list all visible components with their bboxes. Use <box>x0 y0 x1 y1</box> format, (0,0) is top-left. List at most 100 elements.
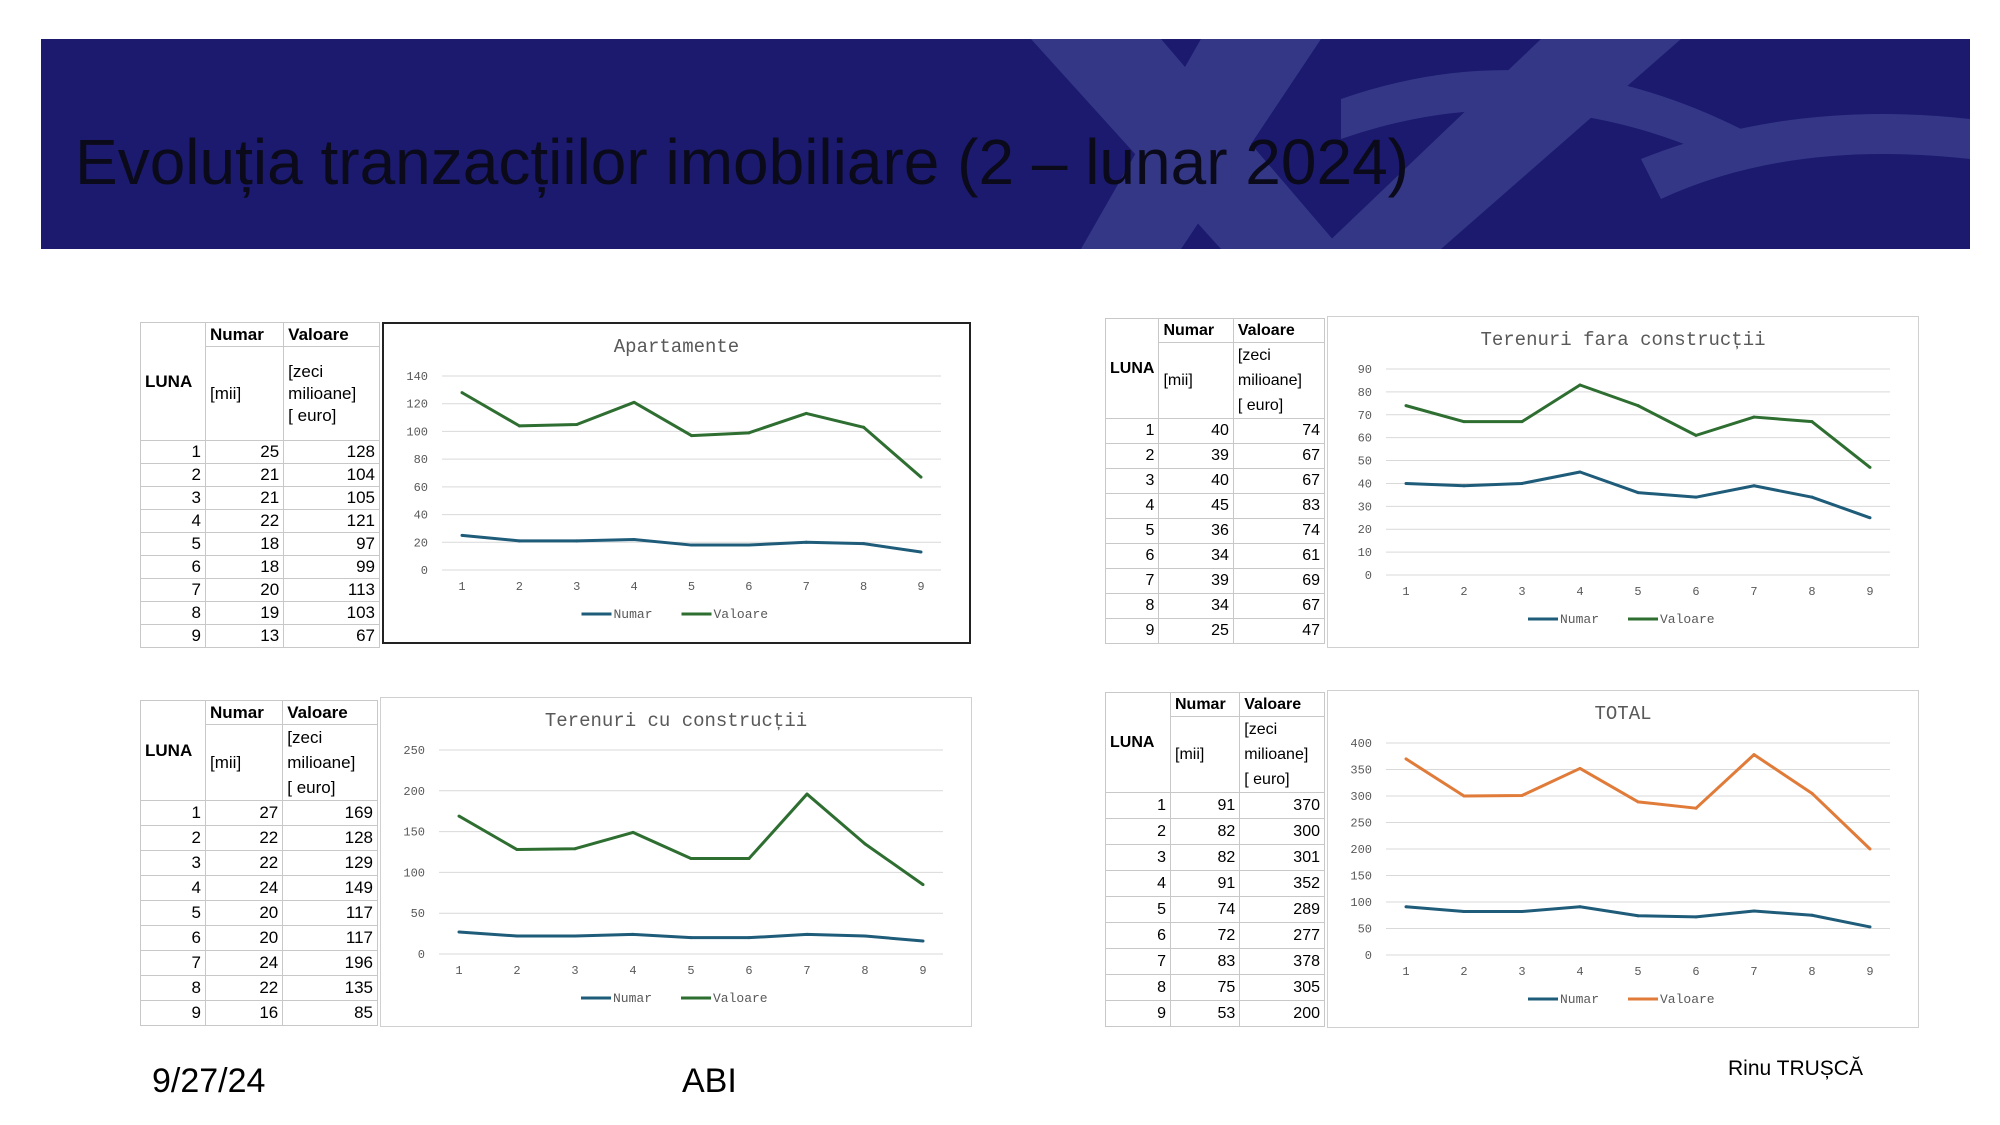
table-row: 5 36 74 <box>1104 518 1326 544</box>
y-tick-label: 0 <box>1365 569 1372 583</box>
header-numar: Numar <box>204 322 285 347</box>
x-tick-label: 8 <box>1808 585 1815 599</box>
y-tick-label: 250 <box>403 744 425 758</box>
data-point-numar <box>515 934 519 938</box>
header-valoare: Valoare <box>283 322 380 347</box>
table-row: 6 20 117 <box>140 925 378 951</box>
table-row: 3 22 129 <box>140 850 378 876</box>
legend-label: Valoare <box>1660 612 1715 627</box>
x-tick-label: 6 <box>745 580 752 594</box>
header-luna: LUNA <box>140 322 206 441</box>
x-tick-label: 2 <box>513 964 520 978</box>
table-row: 1 25 128 <box>140 440 380 464</box>
x-tick-label: 9 <box>1866 585 1873 599</box>
data-point-numar <box>863 934 867 938</box>
y-tick-label: 50 <box>1358 923 1372 937</box>
header-valoare: Valoare <box>1239 692 1325 717</box>
data-point-valoare <box>1520 420 1524 424</box>
header-valoare: Valoare <box>282 700 378 725</box>
data-point-valoare <box>690 434 693 438</box>
data-table: LUNA Numar Valoare [mii] [zeci milioane][… <box>1105 692 1325 1027</box>
title-banner: Evoluția tranzacțiilor imobiliare (2 – l… <box>41 39 1970 249</box>
y-tick-label: 90 <box>1358 363 1372 377</box>
data-point-valoare <box>1636 800 1640 804</box>
x-tick-label: 8 <box>1808 965 1815 979</box>
data-point-numar <box>1462 910 1466 914</box>
data-point-valoare <box>1868 465 1872 469</box>
data-point-valoare <box>1694 806 1698 810</box>
x-tick-label: 1 <box>1402 585 1409 599</box>
banner-decoration <box>1031 39 1970 249</box>
data-point-numar <box>1868 516 1872 520</box>
x-tick-label: 9 <box>1866 965 1873 979</box>
table-row: 5 74 289 <box>1105 896 1325 923</box>
y-tick-label: 70 <box>1358 409 1372 423</box>
x-tick-label: 7 <box>803 580 810 594</box>
x-tick-label: 2 <box>1460 965 1467 979</box>
data-point-valoare <box>1810 420 1814 424</box>
data-point-valoare <box>460 391 464 395</box>
data-point-valoare <box>632 400 636 404</box>
legend-label: Numar <box>1560 992 1599 1007</box>
data-table: LUNA Numar Valoare [mii] [zeci milioane][… <box>140 700 378 1026</box>
chart-title: Terenuri cu construcții <box>545 710 807 732</box>
x-tick-label: 1 <box>455 964 462 978</box>
table-row: 1 27 169 <box>140 800 378 826</box>
legend-label: Numar <box>614 607 653 622</box>
table-row: 1 40 74 <box>1104 418 1326 444</box>
table-row: 5 18 97 <box>140 532 380 556</box>
x-tick-label: 9 <box>919 964 926 978</box>
y-tick-label: 350 <box>1350 764 1372 778</box>
chart-title: TOTAL <box>1594 703 1651 725</box>
y-tick-label: 200 <box>403 785 425 799</box>
x-tick-label: 6 <box>1692 585 1699 599</box>
x-tick-label: 8 <box>860 580 867 594</box>
data-point-valoare <box>1404 757 1408 761</box>
data-point-valoare <box>1462 794 1466 798</box>
table-row: 5 20 117 <box>140 900 378 926</box>
x-tick-label: 3 <box>1518 585 1525 599</box>
header-valoare: Valoare <box>1232 318 1326 343</box>
y-tick-label: 40 <box>1358 477 1372 491</box>
header-luna: LUNA <box>140 700 206 801</box>
data-point-valoare <box>862 425 866 429</box>
x-tick-label: 5 <box>688 580 695 594</box>
y-tick-label: 200 <box>1350 843 1372 857</box>
unit-valoare: [zeci milioane][ euro] <box>282 724 378 801</box>
y-tick-label: 80 <box>1358 386 1372 400</box>
table-row: 6 18 99 <box>140 555 380 579</box>
data-point-valoare <box>804 411 808 415</box>
series-line-numar <box>1405 470 1871 520</box>
x-tick-label: 7 <box>803 964 810 978</box>
data-point-numar <box>460 533 464 537</box>
data-point-numar <box>690 543 693 547</box>
y-tick-label: 150 <box>1350 870 1372 884</box>
legend-label: Valoare <box>713 991 768 1006</box>
data-point-valoare <box>689 857 693 861</box>
data-point-numar <box>747 936 751 940</box>
data-point-valoare <box>575 423 579 426</box>
data-point-numar <box>573 934 577 938</box>
data-point-numar <box>1752 484 1756 488</box>
data-point-numar <box>1752 909 1756 913</box>
table-row: 2 82 300 <box>1105 818 1325 845</box>
data-point-numar <box>1636 914 1640 918</box>
header-numar: Numar <box>1158 318 1234 343</box>
y-tick-label: 100 <box>403 866 425 880</box>
x-tick-label: 1 <box>1402 965 1409 979</box>
data-point-valoare <box>919 475 923 479</box>
table-row: 2 21 104 <box>140 463 380 487</box>
data-point-valoare <box>1868 847 1872 851</box>
unit-valoare: [zeci milioane][ euro] <box>1232 342 1326 419</box>
x-tick-label: 9 <box>917 580 924 594</box>
x-tick-label: 6 <box>1692 965 1699 979</box>
unit-numar: [mii] <box>1158 342 1234 419</box>
y-tick-label: 50 <box>1358 455 1372 469</box>
x-tick-label: 4 <box>1576 585 1583 599</box>
table-row: 8 22 135 <box>140 975 378 1001</box>
unit-valoare: [zeci milioane][ euro] <box>1239 716 1325 793</box>
chart-svg: TOTAL 0 50 100 150 200 250 300 350 400 1 2 3 4 5 6 7 8 9 Nu… <box>1350 703 1890 1007</box>
data-point-valoare <box>573 847 577 851</box>
x-tick-label: 2 <box>516 580 523 594</box>
y-tick-label: 0 <box>418 948 425 962</box>
